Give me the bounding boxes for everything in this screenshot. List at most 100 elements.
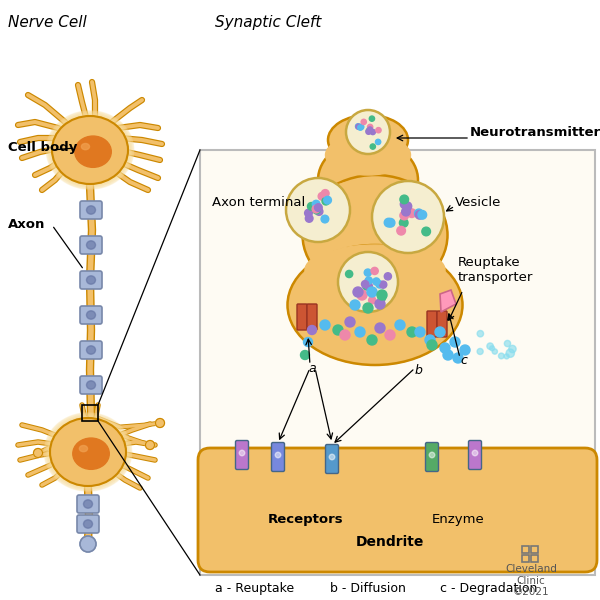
Circle shape [407, 327, 417, 337]
Ellipse shape [48, 112, 132, 188]
Circle shape [356, 124, 361, 130]
Circle shape [315, 208, 323, 215]
Circle shape [318, 193, 326, 200]
Circle shape [443, 350, 453, 360]
Circle shape [425, 335, 435, 345]
Circle shape [34, 449, 43, 457]
Circle shape [367, 335, 377, 345]
Circle shape [368, 296, 376, 304]
Ellipse shape [86, 276, 95, 284]
Ellipse shape [86, 381, 95, 389]
Circle shape [357, 290, 367, 300]
Text: Reuptake
transporter: Reuptake transporter [458, 256, 533, 284]
Circle shape [308, 325, 317, 335]
Ellipse shape [44, 413, 132, 491]
Circle shape [509, 346, 516, 353]
Circle shape [304, 337, 313, 346]
Circle shape [504, 354, 509, 359]
FancyBboxPatch shape [80, 341, 102, 359]
Circle shape [314, 204, 322, 211]
Text: Dendrite: Dendrite [356, 535, 424, 549]
FancyBboxPatch shape [437, 311, 447, 337]
Ellipse shape [79, 445, 88, 452]
Ellipse shape [50, 418, 126, 486]
FancyBboxPatch shape [80, 236, 102, 254]
Circle shape [329, 454, 335, 460]
Circle shape [376, 139, 381, 145]
Circle shape [380, 281, 387, 288]
Circle shape [345, 317, 355, 327]
Circle shape [499, 353, 504, 359]
FancyBboxPatch shape [307, 304, 317, 330]
FancyBboxPatch shape [425, 443, 439, 472]
Circle shape [400, 218, 408, 227]
Circle shape [429, 452, 435, 458]
FancyBboxPatch shape [325, 445, 338, 473]
Circle shape [307, 203, 315, 210]
FancyBboxPatch shape [198, 448, 597, 572]
Circle shape [460, 345, 470, 355]
Text: Enzyme: Enzyme [432, 514, 485, 527]
Ellipse shape [318, 140, 418, 220]
Circle shape [275, 452, 281, 458]
Circle shape [400, 211, 409, 220]
Circle shape [373, 278, 380, 285]
Ellipse shape [50, 418, 126, 486]
Circle shape [367, 287, 377, 297]
Circle shape [506, 349, 514, 358]
Text: Nerve Cell: Nerve Cell [8, 15, 87, 30]
Ellipse shape [83, 520, 92, 528]
Circle shape [505, 340, 511, 347]
Ellipse shape [86, 241, 95, 249]
Circle shape [338, 252, 398, 312]
Circle shape [369, 116, 374, 121]
Circle shape [56, 433, 65, 442]
Ellipse shape [302, 175, 448, 295]
Ellipse shape [315, 180, 425, 230]
Circle shape [358, 125, 363, 130]
Circle shape [313, 206, 320, 214]
Circle shape [346, 110, 390, 154]
Circle shape [453, 353, 463, 363]
FancyBboxPatch shape [297, 304, 307, 330]
Bar [522, 555, 529, 562]
Circle shape [440, 343, 450, 353]
Circle shape [365, 278, 372, 286]
Circle shape [286, 178, 350, 242]
FancyBboxPatch shape [77, 515, 99, 533]
Circle shape [353, 287, 363, 297]
Polygon shape [440, 290, 456, 312]
Circle shape [365, 277, 373, 284]
Circle shape [366, 129, 371, 134]
Circle shape [239, 450, 245, 456]
Circle shape [370, 144, 376, 149]
Circle shape [490, 346, 494, 351]
Ellipse shape [328, 115, 408, 165]
Text: Vesicle: Vesicle [455, 196, 502, 208]
Text: a: a [308, 361, 316, 374]
Circle shape [450, 337, 460, 347]
FancyBboxPatch shape [427, 311, 437, 337]
Circle shape [365, 283, 373, 290]
Circle shape [346, 271, 353, 278]
Circle shape [477, 349, 483, 355]
Bar [531, 546, 538, 553]
Circle shape [435, 327, 445, 337]
Circle shape [363, 303, 373, 313]
Ellipse shape [73, 438, 109, 469]
Circle shape [407, 209, 416, 218]
Circle shape [487, 343, 493, 349]
Circle shape [366, 128, 371, 133]
FancyBboxPatch shape [271, 443, 284, 472]
Circle shape [415, 327, 425, 337]
Text: Neurotransmitters: Neurotransmitters [470, 125, 600, 139]
Circle shape [375, 323, 385, 333]
Text: Cleveland
Clinic
©2021: Cleveland Clinic ©2021 [505, 564, 557, 597]
Circle shape [301, 350, 310, 359]
Ellipse shape [325, 135, 410, 175]
Circle shape [65, 445, 74, 455]
Circle shape [492, 349, 497, 354]
FancyBboxPatch shape [235, 440, 248, 469]
Text: Receptors: Receptors [268, 514, 344, 527]
Circle shape [422, 227, 430, 236]
